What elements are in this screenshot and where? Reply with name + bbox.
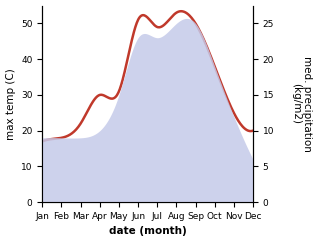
X-axis label: date (month): date (month) — [109, 227, 187, 236]
Y-axis label: med. precipitation
(kg/m2): med. precipitation (kg/m2) — [291, 56, 313, 152]
Y-axis label: max temp (C): max temp (C) — [5, 68, 16, 140]
